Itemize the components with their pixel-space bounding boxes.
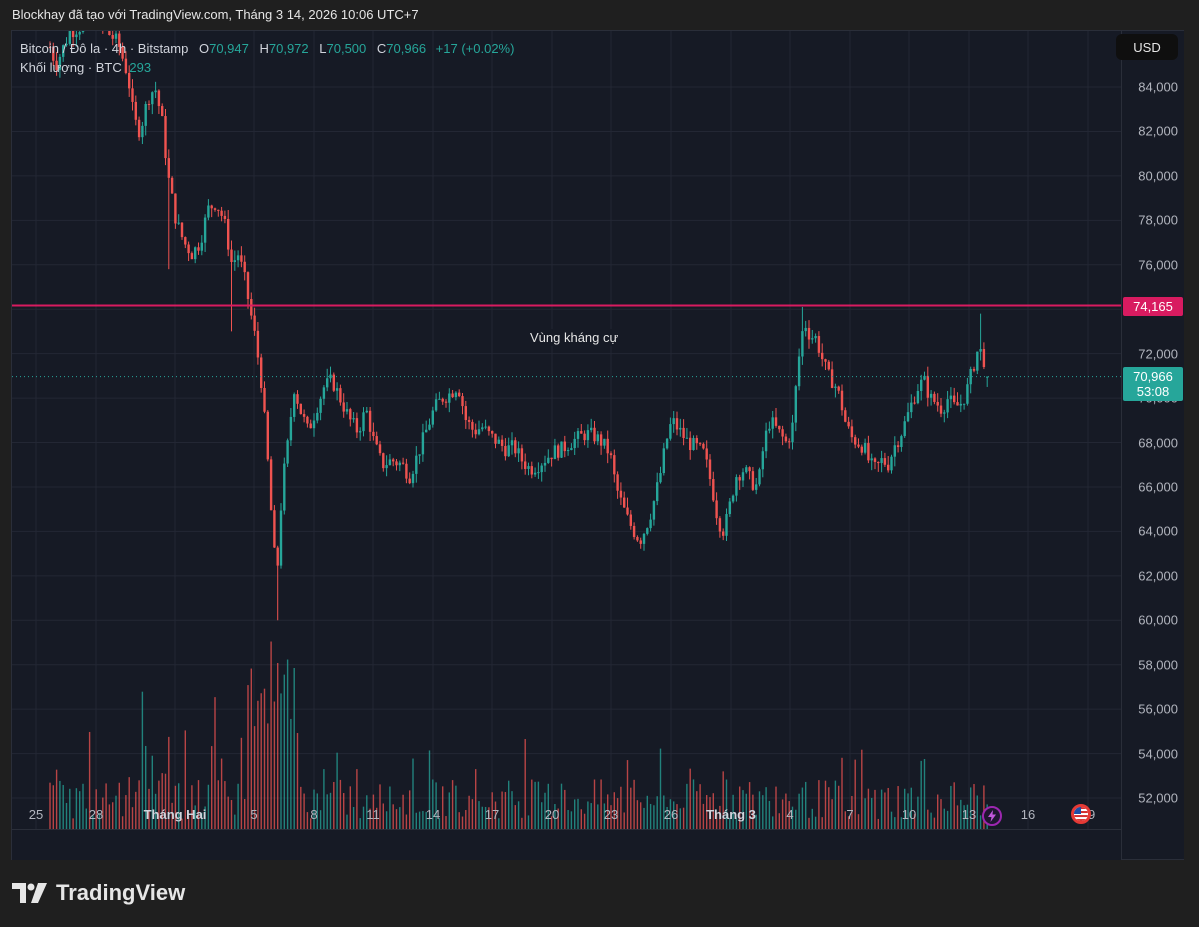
price-tick-label: 72,000 (1138, 346, 1178, 362)
legend-close: 70,966 (386, 41, 427, 56)
time-tick-label: 13 (961, 807, 977, 822)
time-tick-label: 14 (425, 807, 441, 822)
legend-close-label: C (376, 41, 387, 56)
lightning-event-icon[interactable] (982, 806, 1002, 826)
legend-open: 70,947 (209, 41, 249, 56)
time-tick-label: 28 (88, 807, 104, 822)
last-price-value: 70,966 (1133, 369, 1173, 384)
chart-caption: Blockhay đã tạo với TradingView.com, Thá… (12, 7, 419, 22)
legend-ohlc-row: Bitcoin / Đô la · 4h · Bitstamp O70,947 … (20, 39, 514, 58)
resistance-price-tag: 74,165 (1123, 297, 1183, 316)
legend-open-label: O (198, 41, 210, 56)
time-tick-label: 26 (663, 807, 679, 822)
price-tick-label: 82,000 (1138, 123, 1178, 139)
legend-volume-row: Khối lượng · BTC 293 (20, 58, 514, 77)
time-tick-label: 8 (310, 807, 318, 822)
legend: Bitcoin / Đô la · 4h · Bitstamp O70,947 … (20, 39, 514, 77)
price-tick-label: 60,000 (1138, 612, 1178, 628)
price-tick-label: 64,000 (1138, 523, 1178, 539)
resistance-label: Vùng kháng cự (524, 329, 625, 346)
time-tick-label: Tháng Hai (143, 807, 207, 822)
time-tick-label: 4 (786, 807, 794, 822)
us-flag-event-icon[interactable] (1071, 804, 1091, 824)
price-tick-label: 84,000 (1138, 79, 1178, 95)
price-tick-label: 52,000 (1138, 790, 1178, 806)
legend-high: 70,972 (268, 41, 309, 56)
price-axis[interactable]: 84,00082,00080,00078,00076,00074,00072,0… (1121, 31, 1184, 859)
time-tick-label: 20 (544, 807, 560, 822)
time-tick-label: 17 (484, 807, 500, 822)
legend-high-label: H (259, 41, 269, 56)
time-tick-label: 25 (28, 807, 44, 822)
time-axis[interactable] (12, 829, 1121, 860)
price-tick-label: 66,000 (1138, 479, 1178, 495)
time-tick-label: 11 (366, 807, 380, 822)
price-tick-label: 54,000 (1138, 746, 1178, 762)
time-tick-label: Tháng 3 (706, 807, 756, 822)
bar-countdown: 53:08 (1136, 384, 1170, 399)
legend-volume: 293 (129, 60, 152, 75)
legend-low-label: L (319, 41, 327, 56)
price-tick-label: 56,000 (1138, 701, 1178, 717)
time-tick-label: 23 (603, 807, 619, 822)
tradingview-logo[interactable]: TradingView (12, 880, 185, 906)
plot-area[interactable]: Vùng kháng cự Bitcoin / Đô la · 4h · Bit… (12, 31, 1121, 829)
chart-frame: Vùng kháng cự Bitcoin / Đô la · 4h · Bit… (11, 30, 1184, 860)
currency-button[interactable]: USD (1116, 34, 1178, 60)
price-tick-label: 76,000 (1138, 257, 1178, 273)
legend-symbol[interactable]: Bitcoin / Đô la · 4h · Bitstamp (20, 41, 189, 56)
price-tick-label: 80,000 (1138, 168, 1178, 184)
time-tick-label: 5 (250, 807, 258, 822)
last-price-tag: 70,966 53:08 (1123, 367, 1183, 401)
price-tick-label: 62,000 (1138, 568, 1178, 584)
tradingview-logo-icon (12, 883, 47, 903)
price-tick-label: 78,000 (1138, 212, 1178, 228)
legend-volume-label[interactable]: Khối lượng · BTC (20, 60, 122, 75)
legend-change: +17 (+0.02%) (435, 41, 515, 56)
price-tick-label: 68,000 (1138, 435, 1178, 450)
time-tick-label: 7 (846, 807, 854, 822)
legend-low: 70,500 (326, 41, 367, 56)
candlestick-plot[interactable] (12, 31, 1121, 829)
price-tick-label: 58,000 (1138, 657, 1178, 673)
time-tick-label: 16 (1020, 807, 1036, 822)
tradingview-brand: TradingView (56, 880, 186, 905)
time-tick-label: 10 (901, 807, 917, 822)
